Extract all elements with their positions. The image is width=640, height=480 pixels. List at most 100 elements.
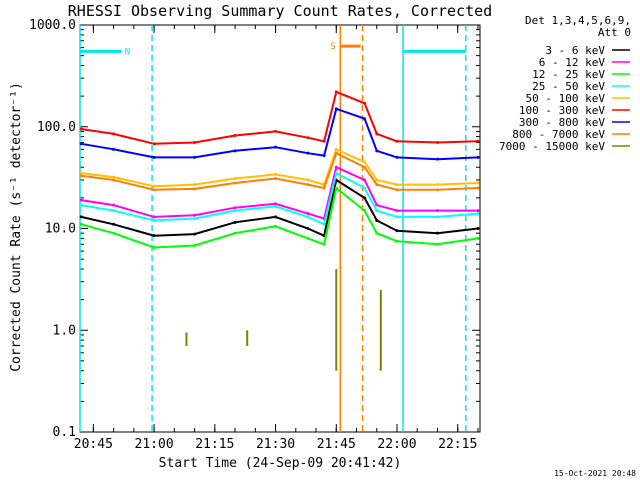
series-point: [233, 134, 237, 138]
chart-title: RHESSI Observing Summary Count Rates, Co…: [68, 2, 492, 20]
series-point: [395, 155, 399, 159]
series-point: [363, 209, 367, 213]
series-point: [193, 232, 197, 236]
y-tick-label: 100.0: [37, 120, 76, 135]
series-point: [322, 242, 326, 246]
series-point: [375, 218, 379, 222]
series-line: [81, 165, 478, 220]
y-tick-label: 10.0: [45, 222, 76, 237]
series-line: [81, 147, 479, 188]
series-point: [363, 160, 367, 164]
series-point: [375, 178, 379, 182]
series-point: [363, 101, 367, 105]
series-point: [476, 212, 480, 216]
series-point: [233, 206, 237, 210]
series-point: [306, 151, 310, 155]
series-point: [363, 186, 367, 190]
legend-label: 100 - 300 keV: [519, 104, 605, 117]
series-point: [334, 171, 338, 175]
legend-header-line-2: Att 0: [598, 26, 631, 39]
series-point: [375, 231, 379, 235]
series-point: [435, 231, 439, 235]
x-tick-label: 21:00: [135, 437, 174, 452]
legend-label: 800 - 7000 keV: [512, 128, 605, 141]
legend-label: 3 - 6 keV: [545, 44, 605, 57]
x-tick-label: 20:45: [74, 437, 113, 452]
series-point: [152, 246, 156, 250]
plot-area: 0.1 1.0 10.0 100.0 1000.0 20:45 21:00 21:15 21:3…: [29, 18, 481, 452]
series-point: [395, 215, 399, 219]
footer-date: 15-Oct-2021 20:48: [554, 469, 636, 478]
series-point: [435, 242, 439, 246]
series-line: [80, 178, 479, 238]
legend-label: 6 - 12 keV: [539, 56, 606, 69]
series-point: [395, 239, 399, 243]
series-point: [274, 177, 278, 181]
series-point: [306, 227, 310, 230]
x-tick-label: 22:15: [438, 437, 477, 452]
series-point: [79, 142, 83, 146]
series-point: [233, 220, 237, 224]
series-point: [193, 244, 197, 248]
interval-marker-label: S: [330, 42, 335, 52]
series-point: [334, 186, 338, 190]
series-point: [193, 141, 197, 145]
series-point: [112, 222, 116, 226]
legend-header-line-1: Det 1,3,4,5,6,9,: [525, 14, 631, 27]
series-point: [476, 186, 480, 190]
series-point: [375, 132, 379, 136]
series-point: [79, 171, 83, 175]
series-point: [79, 198, 83, 202]
legend-label: 25 - 50 keV: [532, 80, 605, 93]
series-point: [274, 129, 278, 133]
series-point: [363, 117, 367, 121]
series-point: [375, 209, 379, 213]
series-point: [274, 215, 278, 219]
series-point: [193, 213, 197, 217]
series-point: [375, 149, 379, 153]
series-line: [80, 186, 479, 249]
series-point: [79, 215, 83, 219]
series-point: [435, 183, 439, 187]
series-point: [152, 218, 156, 222]
series-line: [81, 171, 479, 226]
series-point: [112, 132, 116, 136]
series-point: [112, 147, 116, 151]
x-tick-label: 21:45: [317, 437, 356, 452]
series-point: [334, 107, 338, 111]
series-point: [112, 178, 116, 182]
series-point: [334, 165, 338, 169]
series-point: [112, 209, 116, 213]
series-point: [395, 183, 399, 187]
series-point: [435, 209, 439, 213]
series-point: [193, 217, 197, 221]
series-point: [476, 209, 480, 213]
series-point: [79, 174, 83, 178]
series-point: [306, 136, 310, 140]
series-point: [274, 145, 278, 149]
x-tick-label: 21:30: [256, 437, 295, 452]
legend-label: 50 - 100 keV: [526, 92, 606, 105]
series-point: [233, 149, 237, 153]
series-point: [152, 215, 156, 219]
series-point: [112, 175, 116, 179]
series-point: [322, 186, 326, 190]
series-point: [322, 154, 326, 158]
series-point: [233, 231, 237, 235]
series-point: [435, 215, 439, 219]
series-point: [395, 209, 399, 213]
series-point: [152, 155, 156, 159]
series-point: [233, 181, 237, 185]
series-point: [274, 224, 278, 228]
series-point: [274, 172, 278, 176]
series-point: [79, 222, 83, 226]
series-point: [435, 141, 439, 145]
series-point: [152, 142, 156, 146]
legend-label: 300 - 800 keV: [519, 116, 605, 129]
series-point: [79, 127, 83, 131]
series-line: [81, 151, 479, 191]
series-point: [306, 212, 310, 216]
series-point: [435, 157, 439, 161]
series-point: [395, 139, 399, 143]
